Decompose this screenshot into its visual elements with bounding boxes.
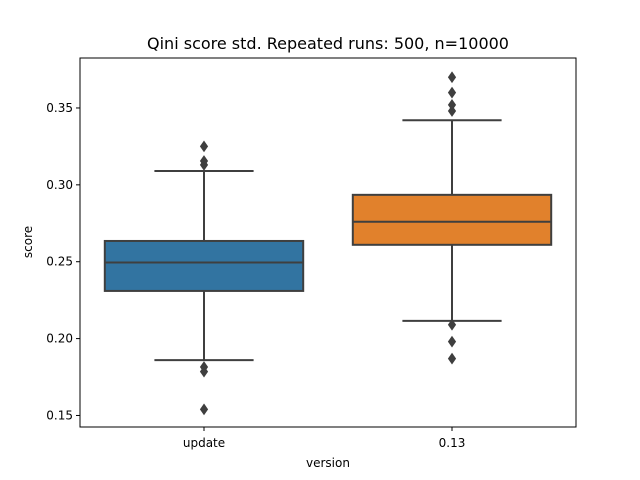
y-tick-label: 0.30	[46, 178, 73, 192]
chart-title: Qini score std. Repeated runs: 500, n=10…	[147, 34, 509, 53]
plot-area: 0.15 0.20 0.25 0.30 0.35 update 0.13	[46, 57, 577, 450]
outlier-point-update-0	[199, 403, 209, 416]
x-axis-label: version	[306, 456, 350, 470]
outlier-point-0.13-1	[447, 335, 457, 348]
outlier-point-update-2	[199, 361, 209, 373]
outlier-point-update-5	[199, 140, 209, 153]
y-axis-label: score	[21, 226, 35, 258]
outlier-point-update-4	[199, 155, 209, 167]
y-tick-label: 0.35	[46, 101, 73, 115]
y-tick-label: 0.20	[46, 332, 73, 346]
y-tick-label: 0.25	[46, 255, 73, 269]
box-update	[103, 239, 305, 292]
plot-frame	[79, 57, 577, 428]
outlier-point-0.13-5	[447, 86, 457, 99]
box-0.13	[351, 193, 553, 246]
outlier-point-0.13-2	[447, 318, 457, 331]
outlier-point-0.13-4	[447, 99, 457, 111]
outlier-point-0.13-6	[447, 71, 457, 84]
x-tick-label: 0.13	[439, 436, 466, 450]
outlier-point-0.13-3	[447, 105, 457, 117]
outlier-point-0.13-0	[447, 352, 457, 365]
y-tick-label: 0.15	[46, 408, 73, 422]
x-tick-label: update	[183, 436, 225, 450]
